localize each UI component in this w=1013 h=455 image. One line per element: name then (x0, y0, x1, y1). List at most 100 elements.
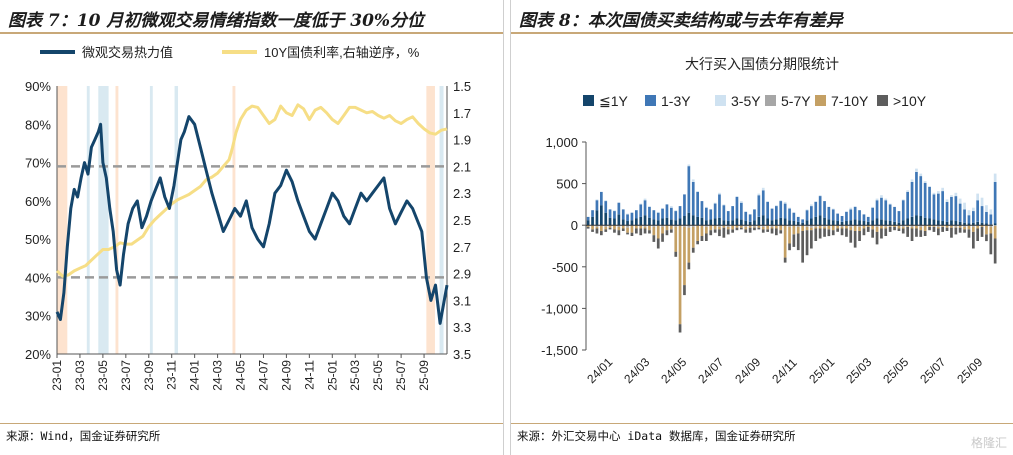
bar-segment (705, 225, 708, 227)
bar-segment (656, 226, 660, 239)
bar-segment (792, 221, 796, 226)
bar-segment (967, 210, 971, 216)
bar-segment (853, 226, 857, 231)
bar-segment (814, 228, 818, 241)
bar-segment (849, 209, 853, 221)
bar-segment (823, 226, 826, 229)
bar-segment (748, 214, 752, 222)
bar-segment (827, 206, 831, 220)
bar-segment (993, 173, 997, 182)
bar-segment (635, 228, 638, 234)
bar-segment (967, 223, 971, 226)
bar-segment (796, 221, 800, 226)
bar-segment (814, 201, 818, 217)
x-tick-label: 25-07 (394, 360, 408, 391)
bar-segment (972, 207, 975, 211)
bar-segment (993, 238, 997, 264)
bar-segment (683, 226, 686, 286)
bar-segment (617, 230, 621, 236)
right-figure-title: 图表 8：本次国债买卖结构或与去年有差异 (519, 11, 843, 31)
bar-segment (985, 211, 988, 224)
x-tick-label: 24-11 (302, 360, 316, 390)
bar-segment (696, 191, 699, 192)
bar-segment (648, 230, 651, 234)
bar-segment (678, 218, 682, 226)
series-line-yield (55, 103, 448, 278)
bar-segment (753, 227, 756, 231)
bar-segment (718, 194, 721, 218)
bar-segment (801, 226, 804, 231)
x-tick-label: 24-09 (279, 360, 293, 391)
right-source-note: 来源：外汇交易中心 iData 数据库，国金证券研究所 (517, 429, 796, 443)
bar-segment (770, 225, 774, 227)
bar-segment (945, 221, 949, 226)
bar-segment (880, 197, 883, 220)
y-right-tick-label: 2.1 (453, 159, 471, 174)
bar-segment (967, 229, 971, 238)
bar-segment (875, 198, 879, 201)
bar-segment (862, 214, 866, 222)
bar-segment (858, 231, 861, 241)
bar-segment (840, 225, 844, 227)
y-right-tick-label: 1.9 (453, 133, 471, 148)
bar-segment (853, 206, 857, 207)
bar-segment (910, 216, 914, 226)
x-tick-label: 24/01 (584, 355, 615, 386)
bar-segment (678, 226, 682, 325)
y-left-tick-label: 70% (25, 156, 51, 171)
x-tick-label: 25-05 (371, 360, 385, 391)
bar-segment (630, 212, 634, 221)
bar-segment (810, 204, 813, 207)
bar-segment (818, 196, 822, 216)
bar-segment (761, 190, 765, 216)
bar-segment (591, 210, 594, 217)
bar-segment (783, 201, 787, 204)
y-tick-label: 500 (556, 177, 578, 192)
bar-segment (928, 226, 931, 231)
bar-segment (635, 225, 638, 229)
bar-segment (845, 228, 848, 237)
bar-segment (919, 230, 923, 237)
bar-segment (775, 228, 778, 236)
bar-segment (928, 186, 931, 187)
bar-segment (901, 220, 905, 226)
bar-segment (775, 226, 778, 229)
bar-segment (906, 226, 909, 237)
shaded-period-orange (57, 86, 68, 354)
bar-segment (661, 233, 664, 242)
bar-segment (884, 198, 888, 201)
bar-segment (604, 201, 608, 213)
bar-segment (888, 203, 892, 205)
bar-segment (779, 200, 783, 201)
bar-segment (910, 225, 914, 227)
x-tick-label: 24/07 (695, 355, 726, 386)
bar-segment (950, 195, 953, 197)
bar-segment (670, 229, 673, 233)
bar-segment (972, 222, 975, 226)
bar-segment (827, 226, 831, 230)
bar-segment (740, 201, 743, 203)
bar-segment (915, 172, 918, 216)
bar-segment (731, 226, 734, 230)
bar-segment (643, 225, 647, 227)
bar-segment (871, 206, 874, 208)
bar-segment (744, 221, 748, 226)
bar-segment (823, 201, 826, 218)
bar-segment (591, 216, 594, 226)
bar-segment (586, 220, 590, 226)
bar-segment (621, 228, 625, 231)
bar-segment (661, 208, 664, 219)
bar-segment (941, 226, 944, 227)
bar-segment (687, 227, 691, 263)
bar-segment (871, 207, 874, 221)
bar-segment (875, 218, 879, 226)
legend-label: 3-5Y (731, 93, 761, 109)
bar-segment (683, 194, 686, 216)
right-source-rule (511, 423, 1013, 424)
bar-segment (919, 226, 923, 231)
bar-segment (980, 222, 984, 226)
bar-segment (674, 225, 678, 227)
bar-segment (941, 191, 944, 222)
bar-segment (897, 222, 901, 226)
bar-segment (950, 196, 953, 221)
